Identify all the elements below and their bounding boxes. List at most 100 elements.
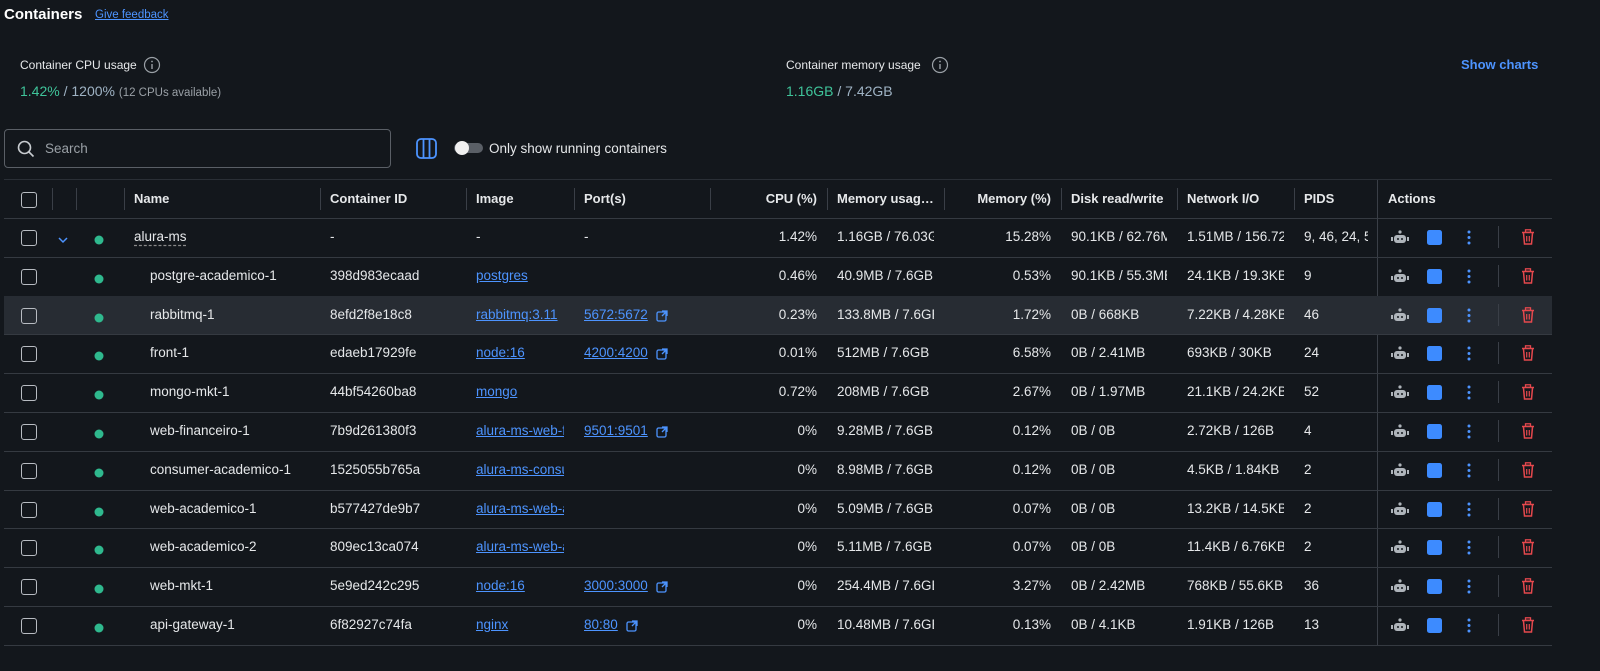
disk-io: 90.1KB / 55.3MB [1071,267,1167,283]
cpu: 0.72% [778,384,817,400]
inspect-icon[interactable] [1391,462,1409,483]
delete-button[interactable] [1521,578,1535,599]
more-menu[interactable] [1466,618,1472,638]
more-menu[interactable] [1466,463,1472,483]
stop-button[interactable] [1427,346,1442,366]
ports[interactable]: 4200:4200 [584,345,648,361]
checkbox[interactable] [21,540,37,557]
memory-usage: 5.11MB / 7.6GB [837,539,933,555]
image[interactable]: alura-ms-consu [476,461,564,477]
checkbox[interactable] [21,230,37,246]
delete-button[interactable] [1521,384,1535,405]
ports[interactable]: 9501:9501 [584,423,648,438]
external-link-icon[interactable] [656,425,669,443]
checkbox[interactable] [21,618,37,634]
action-divider [1498,458,1499,481]
expand-chevron[interactable] [58,232,68,250]
checkbox[interactable] [21,501,37,518]
feedback-link[interactable]: Give feedback [95,9,169,21]
ports[interactable]: 3000:3000 [584,578,648,594]
ports[interactable]: 5672:5672 [584,306,648,322]
delete-button[interactable] [1521,423,1535,444]
disk-io: 0B / 2.42MB [1071,578,1146,594]
more-menu[interactable] [1466,230,1472,250]
stop-button[interactable] [1427,268,1442,289]
inspect-icon[interactable] [1391,384,1409,405]
show-charts[interactable]: Show charts [1461,57,1539,72]
stop-button[interactable] [1427,385,1442,405]
inspect-icon[interactable] [1391,307,1409,328]
ports[interactable]: 80:80 [584,617,618,632]
toggle-label: Only show running containers [489,141,667,156]
info-icon [931,56,949,74]
delete-button[interactable] [1521,267,1535,289]
more-menu[interactable] [1466,502,1472,522]
image[interactable]: alura-ms-web-a [476,500,564,516]
stop-button[interactable] [1427,540,1442,560]
image[interactable]: postgres [476,267,528,283]
inspect-icon[interactable] [1391,617,1409,638]
checkbox[interactable] [21,346,37,363]
search-box[interactable]: Search [4,129,391,168]
delete-button[interactable] [1521,539,1535,560]
column-divider [710,188,711,210]
toggle[interactable] [453,140,485,156]
stop-button[interactable] [1427,579,1442,599]
image[interactable]: rabbitmq:3.11 [476,306,558,322]
external-link-icon[interactable] [656,309,669,327]
more-menu[interactable] [1466,346,1472,366]
column-header: Image [476,191,514,206]
inspect-icon[interactable] [1391,229,1409,250]
checkbox[interactable] [21,268,37,285]
image[interactable]: node:16 [476,345,525,361]
external-link-icon[interactable] [656,580,669,598]
column-header: Disk read/write [1071,191,1164,206]
checkbox[interactable] [21,462,37,479]
inspect-icon[interactable] [1391,423,1409,444]
delete-button[interactable] [1521,461,1535,483]
inspect-icon[interactable] [1391,345,1409,366]
more-menu[interactable] [1466,308,1472,328]
delete-button[interactable] [1521,500,1535,522]
checkbox[interactable] [21,579,37,596]
network-io: 24.1KB / 19.3KB [1187,267,1284,283]
external-link-icon[interactable] [656,347,669,365]
stop-button[interactable] [1427,307,1442,328]
checkbox[interactable] [21,307,37,324]
more-menu[interactable] [1466,424,1472,444]
checkbox[interactable] [21,385,37,402]
image[interactable]: mongo [476,384,518,400]
delete-button[interactable] [1521,617,1535,638]
image[interactable]: nginx [476,617,509,632]
image[interactable]: alura-ms-web-fi [476,423,564,438]
action-divider [1498,303,1499,326]
more-menu[interactable] [1466,269,1472,289]
inspect-icon[interactable] [1391,501,1409,522]
image[interactable]: node:16 [476,578,525,594]
delete-button[interactable] [1521,345,1535,366]
stop-button[interactable] [1427,230,1442,250]
stop-button[interactable] [1427,462,1442,483]
columns-button[interactable] [416,138,437,159]
external-link-icon[interactable] [626,619,638,637]
memory-used: 1.16GB [786,83,834,99]
stop-button[interactable] [1427,424,1442,444]
more-menu[interactable] [1466,385,1472,405]
more-menu[interactable] [1466,579,1472,599]
inspect-icon[interactable] [1391,539,1409,560]
delete-button[interactable] [1521,306,1535,328]
disk-io: 0B / 1.97MB [1071,384,1146,400]
checkbox[interactable] [21,424,37,440]
container-id: 6f82927c74fa [330,617,412,632]
line [4,567,1552,569]
inspect-icon[interactable] [1391,268,1409,289]
column-header: Name [134,191,170,206]
image[interactable]: alura-ms-web-a [476,539,564,555]
more-menu[interactable] [1466,540,1472,560]
stop-button[interactable] [1427,501,1442,522]
inspect-icon[interactable] [1391,578,1409,599]
stop-button[interactable] [1427,618,1442,638]
delete-button[interactable] [1521,229,1535,250]
memory-usage: 1.16GB / 76.03GI [837,229,934,244]
checkbox[interactable] [21,192,37,208]
